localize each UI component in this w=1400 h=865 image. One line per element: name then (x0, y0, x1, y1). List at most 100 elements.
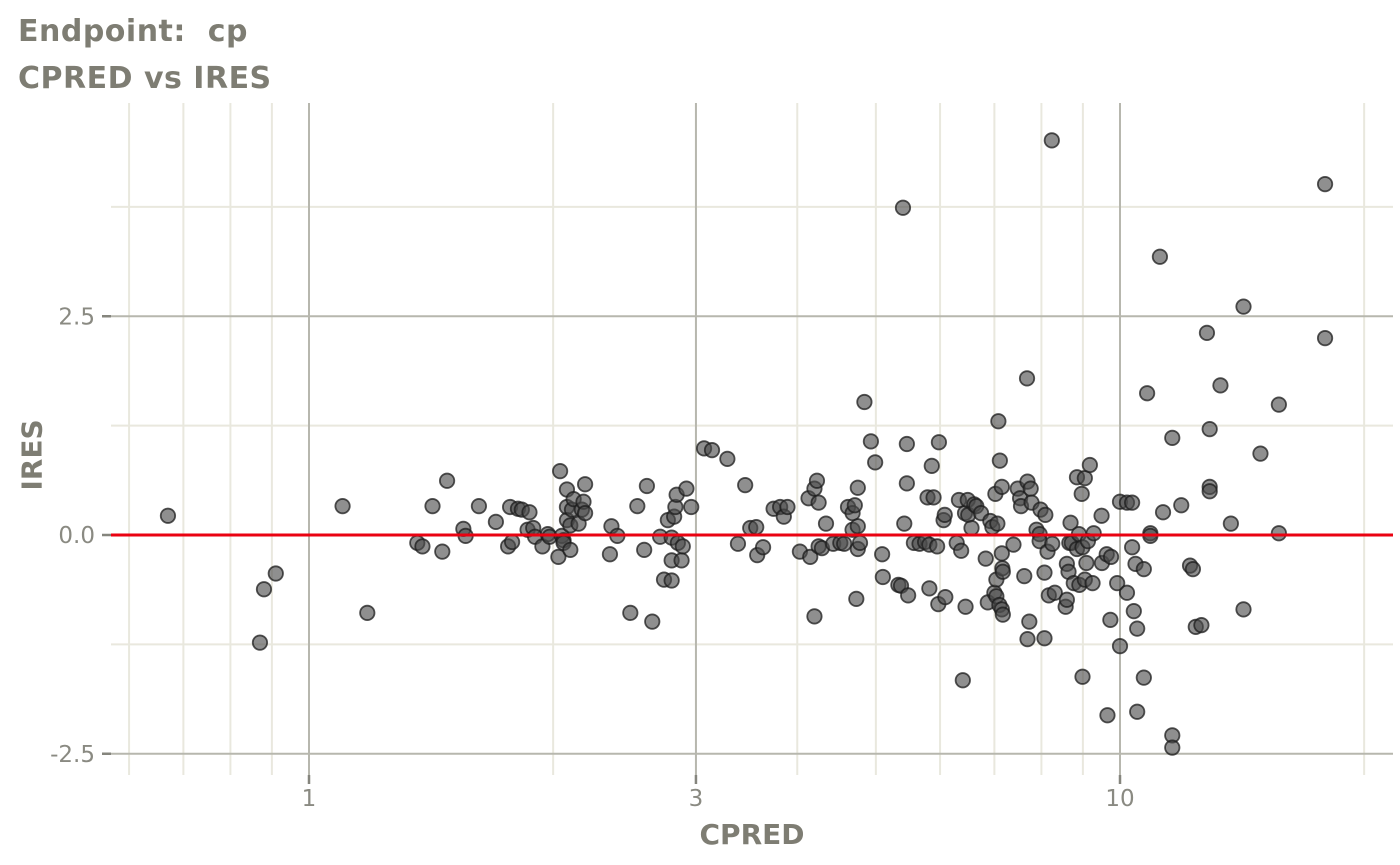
data-point (808, 472, 826, 489)
data-point (1124, 494, 1141, 511)
data-point (1129, 620, 1146, 637)
data-point (1018, 370, 1036, 387)
data-point (703, 442, 721, 459)
data-point (1201, 483, 1218, 500)
y-tick-label: 0.0 (58, 523, 95, 549)
data-point (503, 533, 521, 551)
data-point (1270, 396, 1287, 413)
data-point (1093, 507, 1110, 524)
data-point (993, 478, 1010, 495)
data-point (1135, 669, 1152, 686)
data-point (1164, 739, 1181, 756)
data-point (810, 494, 827, 511)
grid-minor-lines (111, 103, 1393, 775)
data-point (1124, 539, 1141, 556)
data-point (1235, 298, 1252, 315)
y-tick-labels: -2.5 0.0 2.5 (50, 304, 95, 768)
data-point (674, 538, 691, 555)
data-point (867, 454, 884, 471)
data-point (629, 498, 646, 515)
x-tick-label: 10 (1105, 786, 1134, 812)
data-point (636, 541, 653, 558)
data-point (1022, 480, 1039, 497)
data-point (963, 519, 980, 537)
data-point (638, 477, 655, 495)
data-point (1154, 504, 1172, 521)
data-point (874, 568, 891, 586)
data-point (836, 535, 853, 552)
x-axis-title: CPRED (699, 818, 805, 851)
data-point (1118, 584, 1136, 601)
data-point (1005, 536, 1022, 553)
data-point (1043, 132, 1060, 149)
data-point (989, 515, 1006, 532)
data-point (1016, 568, 1033, 585)
data-point (856, 393, 873, 411)
data-point (1129, 703, 1146, 720)
data-point (1036, 564, 1053, 581)
data-point (1151, 248, 1169, 265)
data-point (683, 498, 700, 516)
data-point (1099, 707, 1116, 724)
data-point (1062, 514, 1079, 531)
data-point (748, 519, 765, 536)
data-point (562, 541, 579, 558)
data-point (1316, 330, 1334, 347)
data-point (251, 634, 269, 651)
data-point (937, 589, 954, 606)
axis-tick-marks (102, 315, 1122, 784)
data-point (1073, 485, 1090, 502)
data-point (936, 506, 953, 523)
data-point (622, 604, 639, 621)
data-point (1058, 591, 1075, 608)
data-point (438, 472, 456, 489)
data-point (896, 515, 913, 532)
data-point (849, 479, 866, 496)
data-point (929, 538, 946, 555)
data-point (1084, 575, 1101, 592)
data-point (957, 598, 974, 615)
data-point (817, 515, 835, 532)
data-point (802, 548, 819, 565)
data-point (1125, 603, 1142, 620)
data-point (1164, 429, 1181, 446)
data-point (1212, 377, 1229, 394)
data-point (255, 581, 273, 598)
x-tick-label: 1 (302, 786, 317, 812)
data-point (1252, 445, 1269, 462)
data-point (862, 433, 879, 450)
data-point (1235, 601, 1252, 618)
data-point (846, 497, 863, 514)
data-point (577, 476, 594, 493)
data-point (1173, 497, 1190, 514)
data-point (552, 463, 569, 480)
data-point (1201, 421, 1218, 438)
data-point (550, 548, 567, 565)
data-point (953, 542, 970, 559)
data-point (1019, 631, 1036, 648)
data-point (1198, 324, 1216, 341)
data-point (663, 572, 680, 589)
data-point (1021, 613, 1038, 630)
data-points (159, 132, 1334, 756)
data-point (1102, 611, 1119, 628)
data-point (521, 504, 538, 521)
y-tick-label: 2.5 (58, 304, 95, 330)
data-point (923, 457, 940, 474)
data-point (1081, 456, 1098, 474)
data-point (487, 513, 504, 530)
data-point (874, 546, 891, 563)
data-point (1046, 584, 1063, 601)
data-point (424, 498, 441, 515)
data-point (737, 477, 754, 494)
data-point (994, 563, 1011, 580)
data-point (1193, 617, 1210, 634)
chart-title-line2: CPRED vs IRES (18, 61, 272, 96)
data-point (925, 489, 942, 506)
data-point (1139, 385, 1156, 402)
x-tick-labels: 1 3 10 (302, 786, 1135, 812)
data-point (601, 546, 619, 563)
data-point (898, 435, 915, 453)
data-point (930, 434, 948, 451)
data-point (678, 480, 695, 497)
